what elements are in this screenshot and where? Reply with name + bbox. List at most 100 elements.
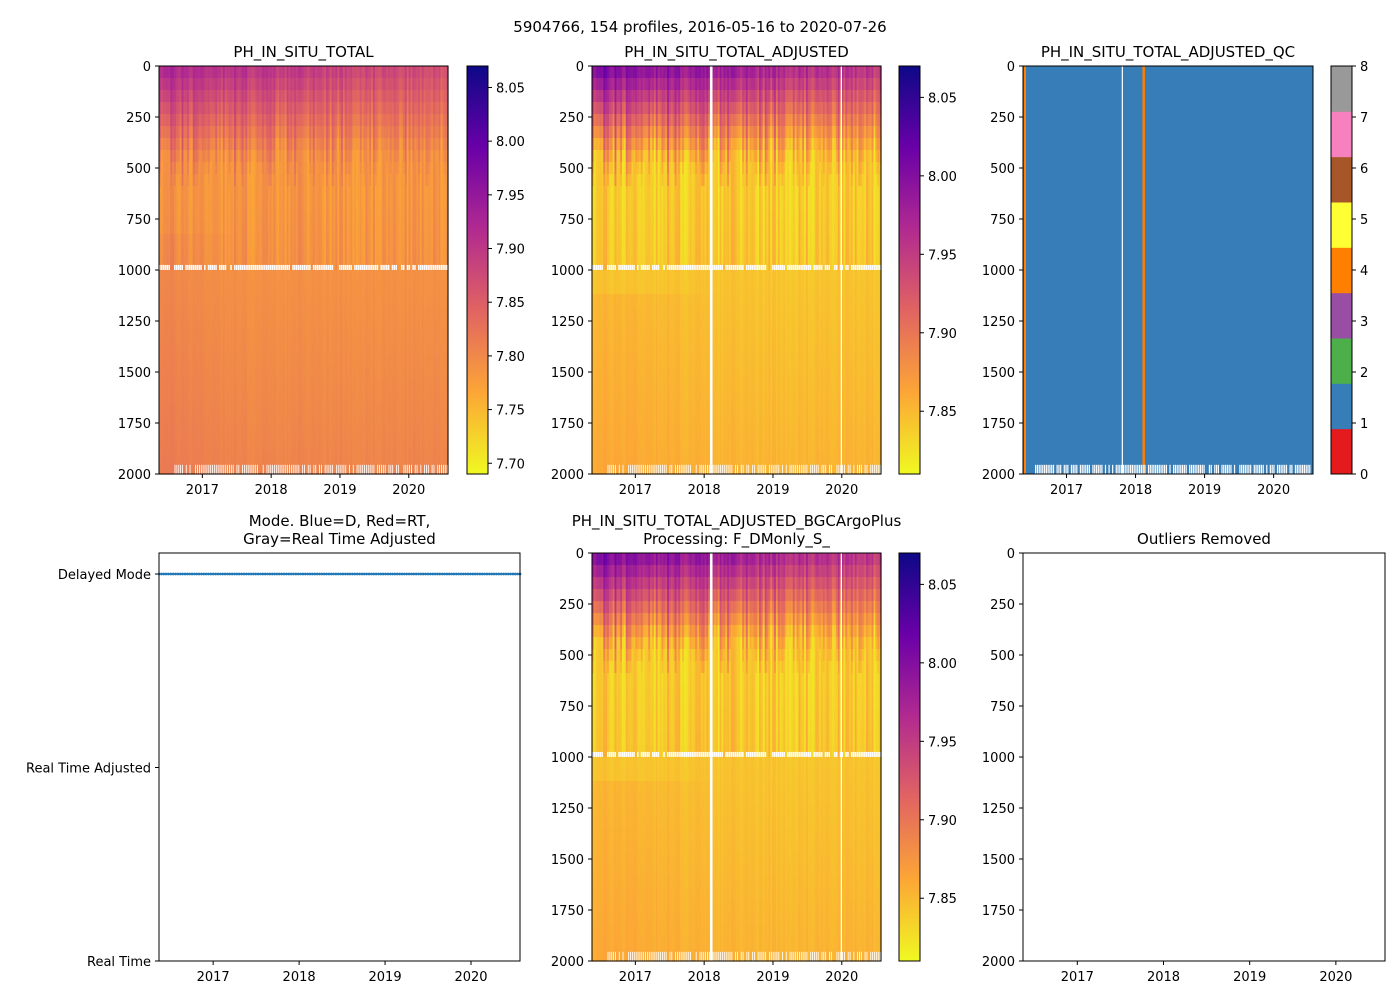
heatmap-cell <box>250 414 254 427</box>
heatmap-cell <box>275 306 278 319</box>
heatmap-cell <box>209 390 213 403</box>
heatmap-cell <box>189 258 192 271</box>
heatmap-cell <box>273 66 276 79</box>
heatmap-cell <box>241 162 245 175</box>
heatmap-cell <box>179 378 183 391</box>
heatmap-cell <box>256 102 260 115</box>
heatmap-cell <box>189 234 192 247</box>
heatmap-cell <box>217 354 220 367</box>
heatmap-cell <box>177 450 181 463</box>
heatmap-cell <box>222 150 226 163</box>
heatmap-cell <box>213 234 216 247</box>
heatmap-cell <box>237 258 241 271</box>
heatmap-cell <box>245 138 248 151</box>
heatmap-cell <box>192 222 196 235</box>
heatmap-cell <box>159 174 162 187</box>
heatmap-cell <box>224 222 228 235</box>
heatmap-cell <box>265 114 269 127</box>
heatmap-cell <box>215 150 218 163</box>
heatmap-cell <box>245 354 248 367</box>
heatmap-cell <box>256 282 260 295</box>
heatmap-cell <box>205 342 209 355</box>
heatmap-cell <box>265 438 269 451</box>
heatmap-cell <box>160 270 164 283</box>
heatmap-cell <box>202 390 205 403</box>
heatmap-cell <box>211 150 215 163</box>
heatmap-cell <box>264 210 267 223</box>
heatmap-cell <box>175 330 179 343</box>
heatmap-cell <box>262 270 265 283</box>
heatmap-cell <box>189 306 192 319</box>
heatmap-cell <box>277 270 280 283</box>
heatmap-cell <box>245 198 248 211</box>
heatmap-cell <box>205 126 209 139</box>
heatmap-cell <box>265 270 269 283</box>
heatmap-cell <box>245 342 248 355</box>
heatmap-cell <box>267 114 271 127</box>
heatmap-cell <box>273 378 276 391</box>
heatmap-cell <box>258 246 261 259</box>
heatmap-cell <box>243 426 246 439</box>
heatmap-cell <box>247 198 250 211</box>
heatmap-cell <box>239 114 243 127</box>
heatmap-cell <box>166 198 169 211</box>
heatmap-cell <box>269 402 273 415</box>
heatmap-cell <box>217 306 220 319</box>
heatmap-cell <box>172 162 175 175</box>
heatmap-cell <box>219 354 222 367</box>
heatmap-cell <box>277 210 280 223</box>
heatmap-cell <box>275 186 278 199</box>
heatmap-cell <box>230 66 233 79</box>
heatmap-cell <box>196 378 200 391</box>
heatmap-cell <box>172 414 175 427</box>
heatmap-cell <box>239 126 243 139</box>
heatmap-cell <box>198 366 201 379</box>
heatmap-cell <box>235 198 239 211</box>
heatmap-cell <box>224 210 228 223</box>
heatmap-cell <box>160 414 164 427</box>
heatmap-cell <box>247 258 250 271</box>
heatmap-cell <box>264 282 267 295</box>
heatmap-cell <box>159 390 162 403</box>
heatmap-cell <box>250 102 254 115</box>
heatmap-cell <box>181 366 184 379</box>
heatmap-cell <box>237 198 241 211</box>
heatmap-cell <box>168 102 171 115</box>
heatmap-cell <box>196 222 200 235</box>
heatmap-cell <box>264 90 267 103</box>
heatmap-cell <box>273 342 276 355</box>
heatmap-cell <box>172 318 175 331</box>
heatmap-cell <box>249 438 252 451</box>
heatmap-cell <box>219 78 222 91</box>
heatmap-cell <box>219 162 222 175</box>
heatmap-cell <box>219 114 222 127</box>
heatmap-cell <box>162 234 166 247</box>
heatmap-cell <box>250 258 254 271</box>
heatmap-cell <box>262 438 265 451</box>
heatmap-cell <box>237 138 241 151</box>
heatmap-cell <box>247 330 250 343</box>
heatmap-cell <box>159 246 162 259</box>
heatmap-cell <box>267 198 271 211</box>
heatmap-cell <box>245 318 248 331</box>
heatmap-cell <box>168 402 171 415</box>
heatmap-cell <box>164 366 168 379</box>
heatmap-cell <box>187 270 190 283</box>
heatmap-cell <box>209 126 213 139</box>
heatmap-cell <box>159 414 162 427</box>
heatmap-cell <box>264 114 267 127</box>
heatmap-cell <box>189 198 192 211</box>
heatmap-cell <box>213 126 216 139</box>
heatmap-cell <box>254 246 258 259</box>
heatmap-cell <box>215 114 218 127</box>
heatmap-cell <box>224 198 228 211</box>
heatmap-cell <box>198 318 201 331</box>
heatmap-cell <box>177 318 181 331</box>
heatmap-cell <box>192 282 196 295</box>
heatmap-cell <box>249 114 252 127</box>
heatmap-cell <box>207 390 211 403</box>
heatmap-cell <box>196 78 200 91</box>
heatmap-cell <box>264 318 267 331</box>
heatmap-cell <box>243 270 246 283</box>
heatmap-cell <box>189 390 192 403</box>
